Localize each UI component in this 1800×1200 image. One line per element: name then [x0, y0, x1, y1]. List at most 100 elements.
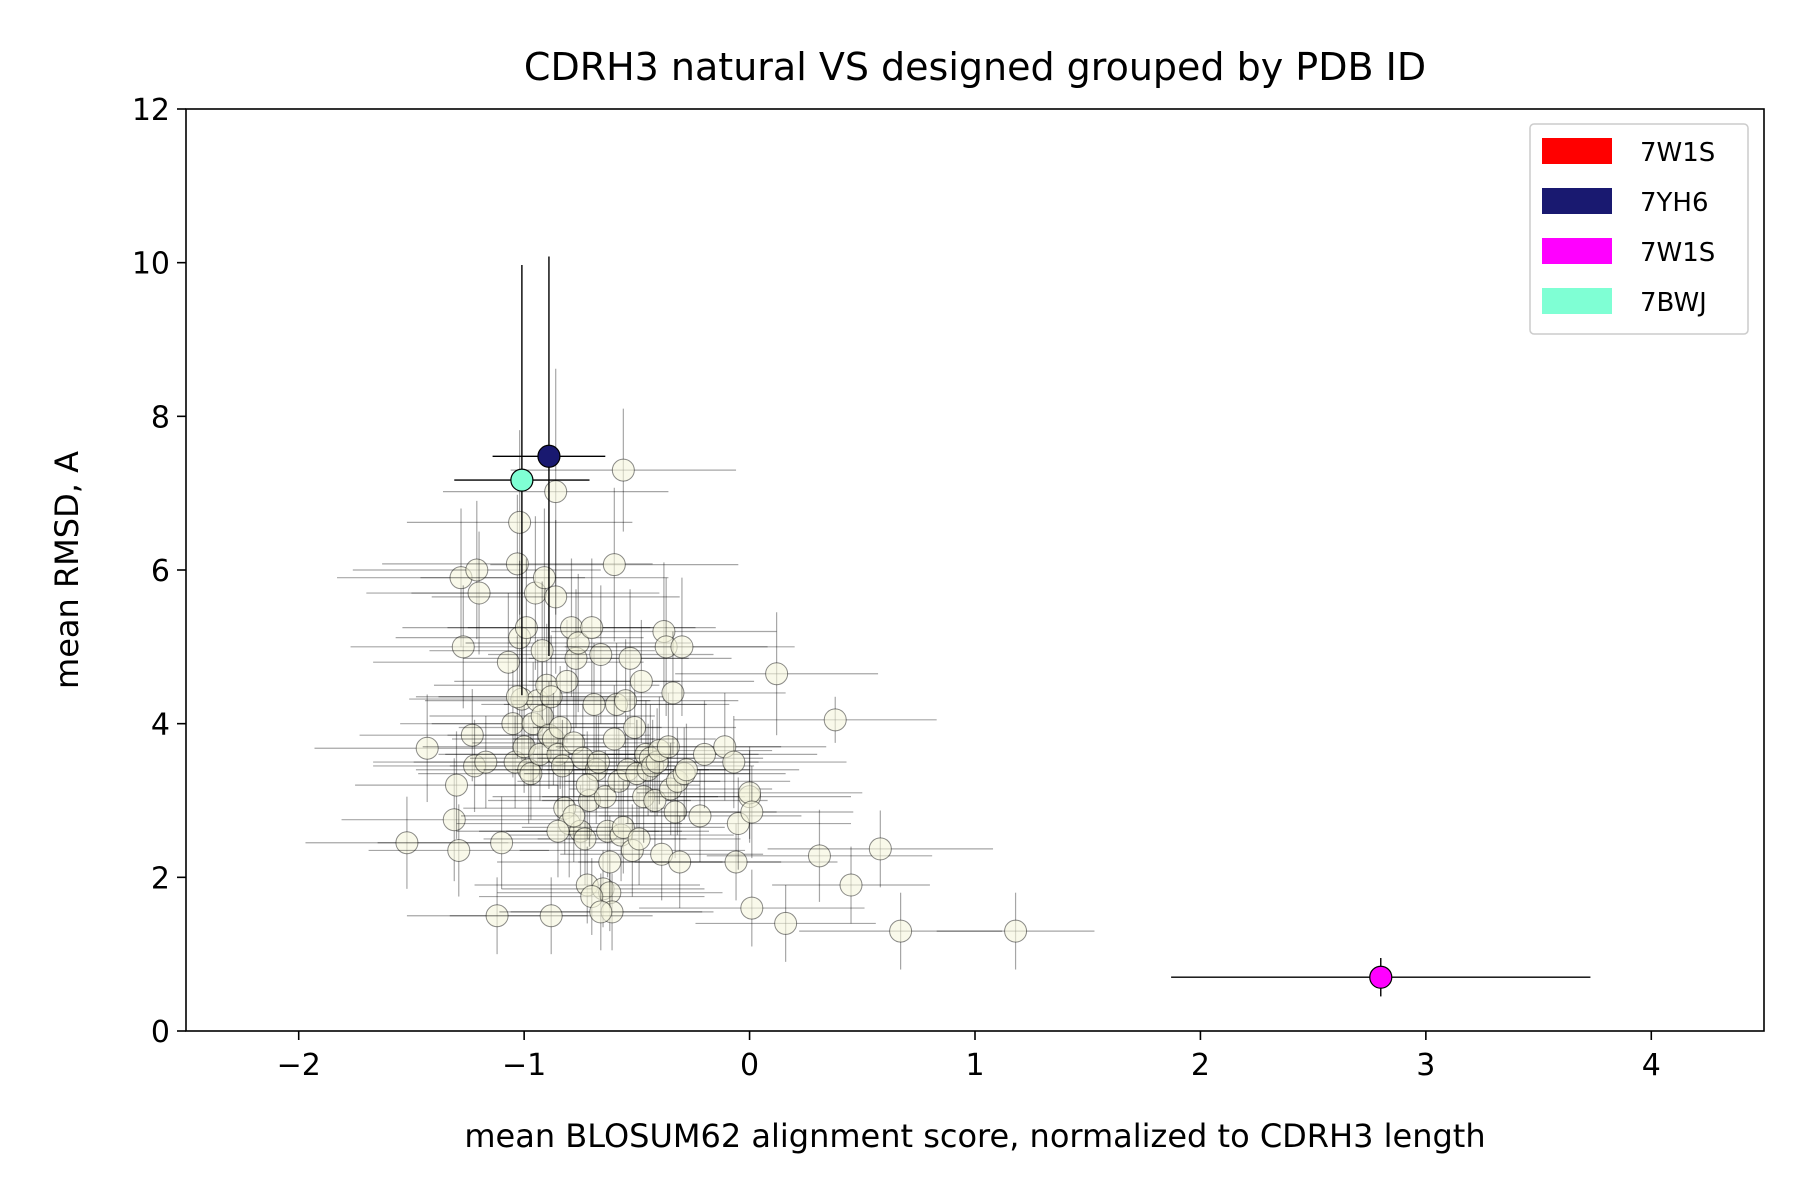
y-tick-label: 10 [132, 247, 170, 282]
point-marker [550, 754, 574, 778]
legend-frame [1529, 123, 1749, 335]
point-marker [490, 831, 514, 855]
y-tick-label: 2 [151, 861, 170, 896]
point-marker [618, 646, 642, 670]
background-point [406, 430, 633, 615]
point-marker [623, 716, 647, 740]
legend-item: 7BWJ [1542, 288, 1707, 318]
point-marker [544, 585, 568, 609]
point-marker [656, 735, 680, 759]
background-point [636, 746, 863, 839]
point-marker [445, 773, 469, 797]
point-marker [465, 558, 489, 582]
chart-title: CDRH3 natural VS designed grouped by PDB… [524, 45, 1426, 89]
point-marker [589, 643, 613, 667]
legend-label: 7W1S [1640, 238, 1715, 268]
background-point [352, 500, 601, 640]
point-marker [602, 553, 626, 577]
y-axis-ticks: 0 2 4 6 8 10 12 [132, 93, 186, 1050]
highlight-marker [510, 468, 534, 492]
background-points-layer [305, 368, 1095, 970]
x-tick-label: 4 [1642, 1048, 1661, 1083]
point-marker [614, 689, 638, 713]
legend-swatch [1542, 288, 1612, 314]
x-tick-label: 3 [1416, 1048, 1435, 1083]
background-point [639, 869, 865, 947]
background-point [560, 631, 786, 755]
legend-item: 7W1S [1542, 238, 1715, 268]
background-point [706, 809, 933, 902]
background-point [573, 723, 800, 816]
background-point [456, 785, 660, 878]
x-tick-label: −1 [502, 1048, 546, 1083]
legend-item: 7W1S [1542, 138, 1715, 168]
point-marker [519, 762, 543, 786]
background-point [510, 408, 737, 532]
highlight-point-7w1s [1171, 958, 1591, 997]
point-marker [807, 844, 831, 868]
point-marker [539, 904, 563, 928]
point-marker [580, 616, 604, 640]
legend-swatch [1542, 238, 1612, 264]
background-point [488, 585, 714, 724]
point-marker [674, 758, 698, 782]
point-marker [629, 669, 653, 693]
legend: 7W1S 7YH6 7W1S 7BWJ [1529, 123, 1749, 335]
highlighted-points-layer [454, 256, 1591, 997]
background-point [467, 558, 716, 697]
legend-label: 7W1S [1640, 138, 1715, 168]
highlight-marker [1369, 965, 1393, 989]
background-point [474, 731, 700, 839]
background-point [767, 810, 994, 888]
background-point [461, 769, 687, 862]
x-axis-ticks: −2 −1 0 1 2 3 4 [277, 1031, 1661, 1083]
background-point [537, 792, 741, 886]
legend-item: 7YH6 [1542, 188, 1709, 218]
point-marker [451, 635, 475, 659]
background-point [415, 635, 619, 759]
background-point [528, 589, 732, 728]
point-marker [823, 708, 847, 732]
x-tick-label: 0 [740, 1048, 759, 1083]
point-marker [562, 804, 586, 828]
background-point [368, 804, 549, 897]
point-marker [539, 685, 563, 709]
background-point [650, 765, 854, 859]
point-marker [508, 510, 532, 534]
point-marker [544, 480, 568, 504]
point-marker [467, 581, 491, 605]
point-marker [505, 552, 529, 576]
point-marker [573, 827, 597, 851]
background-point [695, 885, 876, 962]
plot-area [305, 256, 1591, 997]
point-marker [566, 631, 590, 655]
point-marker [548, 716, 572, 740]
point-marker [1004, 919, 1028, 943]
background-point [569, 577, 795, 716]
background-point [555, 692, 782, 801]
background-point [442, 368, 669, 615]
point-marker [765, 662, 789, 686]
point-marker [485, 904, 509, 928]
background-point [936, 892, 1095, 970]
background-point [420, 508, 669, 647]
highlight-point-7yh6 [492, 256, 606, 657]
point-marker [627, 827, 651, 851]
background-point [598, 769, 802, 862]
point-marker [868, 837, 892, 861]
point-marker [460, 723, 484, 747]
point-marker [442, 808, 466, 832]
background-point [542, 754, 768, 847]
point-marker [602, 727, 626, 751]
point-marker [661, 681, 685, 705]
point-marker [663, 800, 687, 824]
background-point [449, 719, 676, 813]
highlight-marker [537, 444, 561, 468]
point-marker [668, 850, 692, 874]
background-point [402, 558, 651, 697]
point-marker [611, 458, 635, 482]
y-tick-label: 6 [151, 554, 170, 589]
point-marker [598, 850, 622, 874]
point-marker [575, 773, 599, 797]
